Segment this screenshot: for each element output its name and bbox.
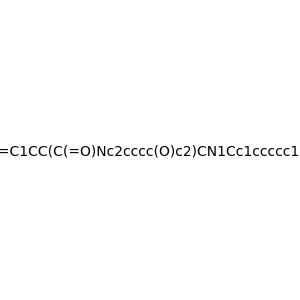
Text: O=C1CC(C(=O)Nc2cccc(O)c2)CN1Cc1ccccc1OC: O=C1CC(C(=O)Nc2cccc(O)c2)CN1Cc1ccccc1OC (0, 145, 300, 158)
